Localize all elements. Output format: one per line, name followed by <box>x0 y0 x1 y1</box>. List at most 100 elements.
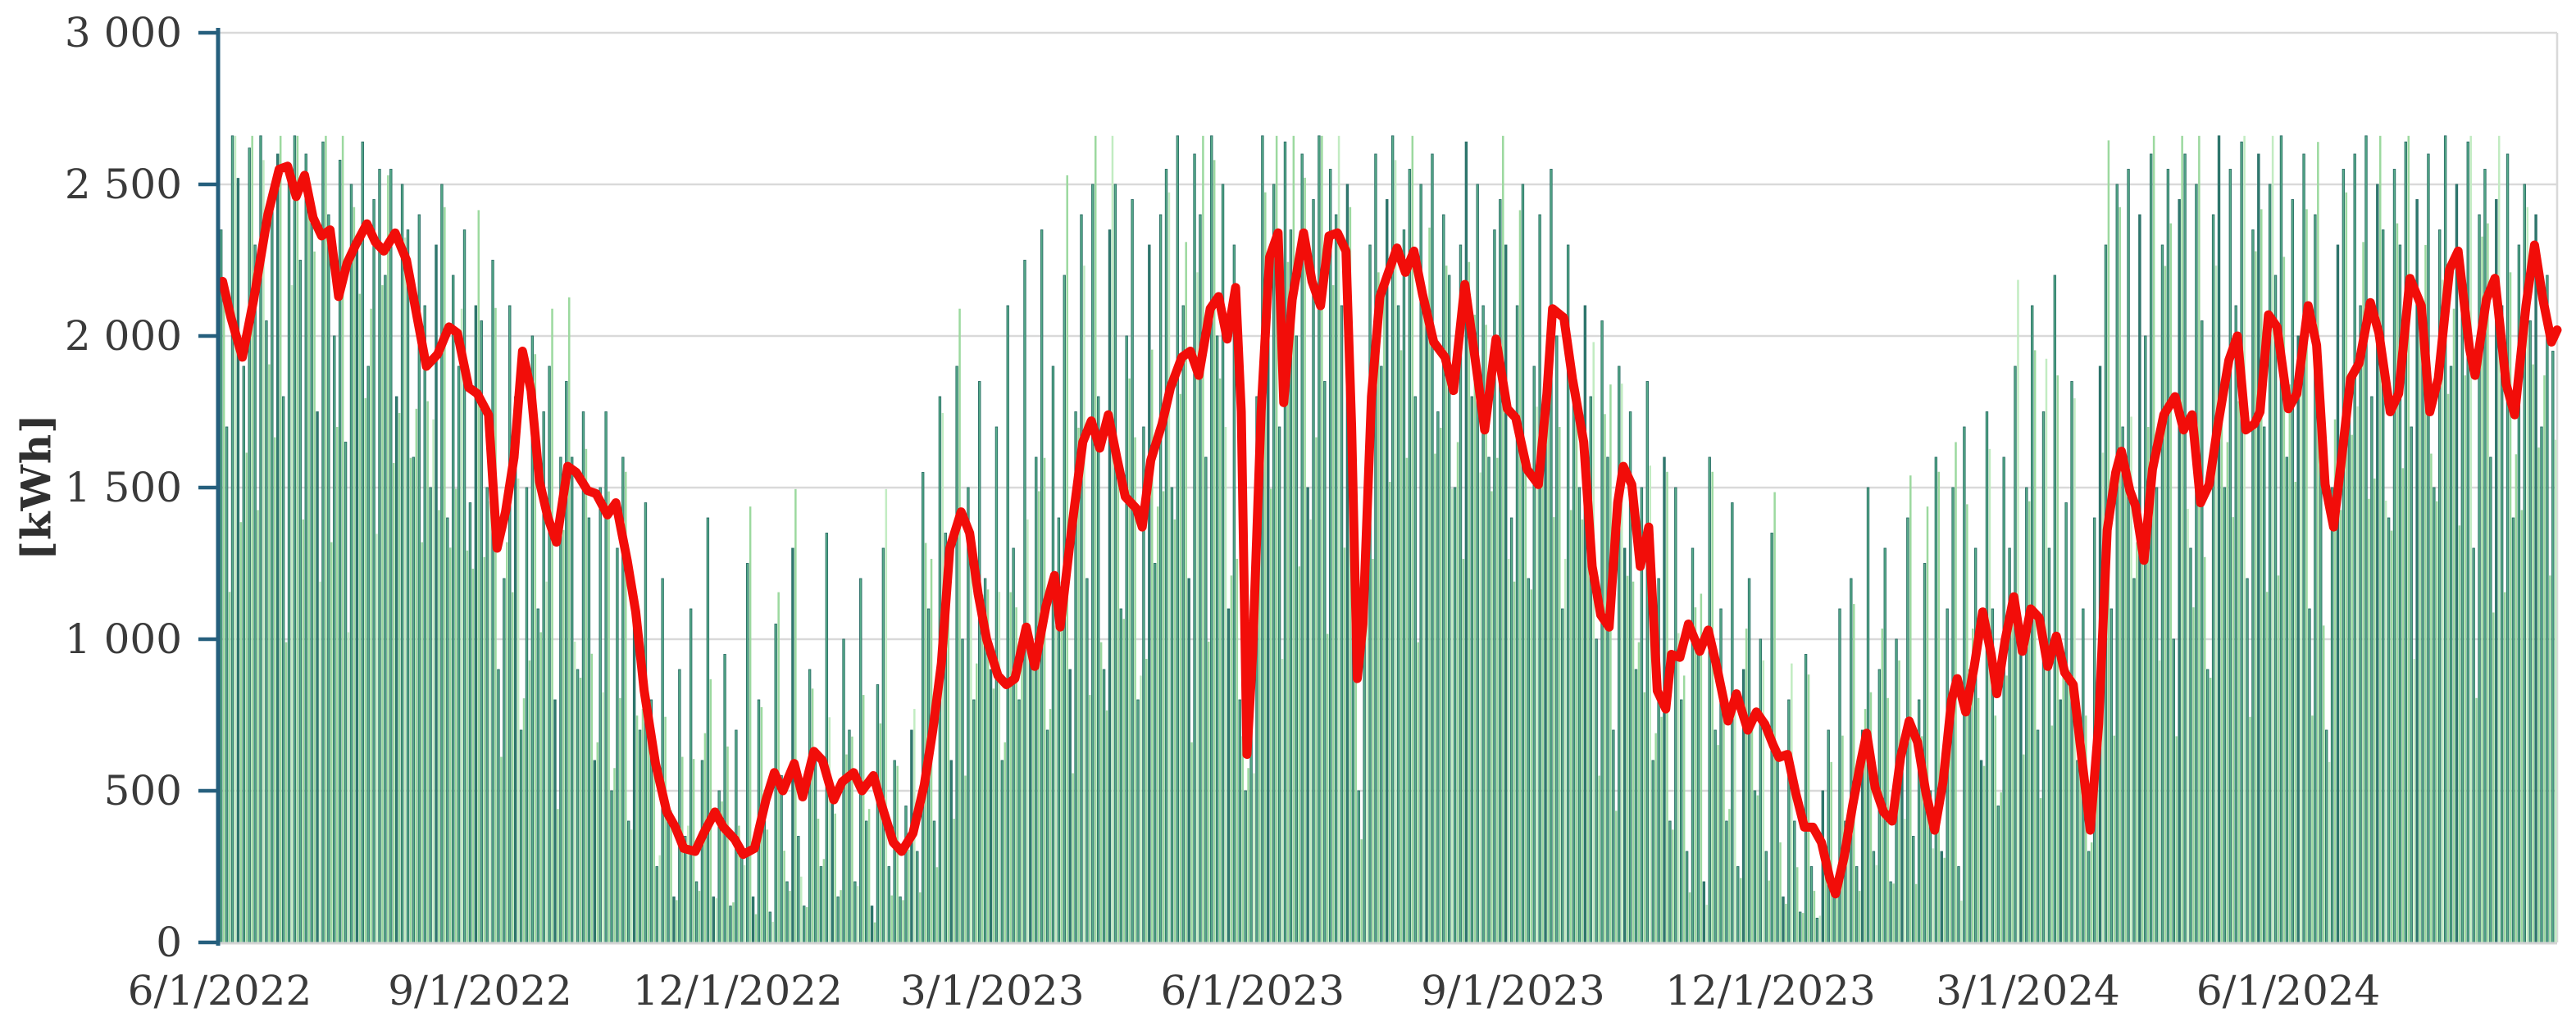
daily-bar <box>2023 754 2025 942</box>
daily-bar <box>438 510 440 942</box>
daily-bar <box>1836 890 1838 942</box>
daily-bar <box>304 153 307 943</box>
daily-bar <box>1224 427 1227 942</box>
daily-bar <box>2410 426 2413 943</box>
daily-bar <box>2234 305 2237 943</box>
daily-bar <box>372 199 375 943</box>
daily-bar <box>964 775 967 942</box>
daily-bar <box>2359 305 2362 943</box>
daily-bar <box>2019 638 2023 943</box>
daily-bar <box>1218 378 1222 942</box>
daily-bar <box>1756 795 1759 942</box>
daily-bar <box>1154 563 1157 943</box>
daily-bar <box>1473 315 1476 943</box>
daily-bar <box>2260 209 2263 943</box>
daily-bar <box>700 760 704 943</box>
x-tick-label: 12/1/2022 <box>632 967 842 1015</box>
daily-bar <box>2059 699 2062 943</box>
daily-bar <box>1202 135 1204 943</box>
daily-bar <box>867 809 871 942</box>
daily-bar <box>1312 199 1315 943</box>
daily-bar <box>302 519 305 942</box>
daily-bar <box>2291 199 2294 943</box>
daily-bar <box>658 855 661 942</box>
daily-bar <box>1717 745 1719 942</box>
daily-bar <box>1117 472 1120 942</box>
daily-bar <box>1785 903 1787 942</box>
daily-bar <box>1937 471 1941 942</box>
daily-bar <box>2068 670 2070 942</box>
daily-bar <box>771 921 775 942</box>
daily-bar <box>2232 517 2235 942</box>
daily-bar <box>932 820 936 943</box>
daily-bar <box>1881 629 1884 942</box>
daily-bar <box>1170 487 1174 943</box>
daily-bar <box>721 801 723 942</box>
daily-bar <box>2201 320 2204 943</box>
daily-bar <box>1595 638 1598 943</box>
daily-bar <box>2322 625 2325 942</box>
daily-bar <box>986 589 990 942</box>
daily-bar <box>994 426 999 943</box>
daily-bar <box>333 335 336 943</box>
daily-bar <box>1049 709 1052 942</box>
daily-bar <box>762 820 767 943</box>
daily-bar <box>1190 742 1193 942</box>
daily-bar <box>2296 335 2300 943</box>
daily-bar <box>489 501 491 942</box>
daily-bar <box>1643 692 1646 942</box>
daily-bar <box>2532 364 2534 943</box>
daily-bar <box>366 365 370 943</box>
daily-bar <box>1372 558 1374 942</box>
daily-bar <box>2189 547 2192 943</box>
daily-bar <box>1904 819 1906 942</box>
daily-bar <box>989 669 993 943</box>
daily-bar <box>349 184 353 943</box>
daily-bar <box>251 135 253 943</box>
daily-bar <box>1538 214 1541 943</box>
daily-bar <box>1485 325 1487 942</box>
daily-bar <box>1321 135 1323 943</box>
daily-bar <box>1592 342 1595 942</box>
daily-bar <box>1914 883 1918 942</box>
daily-bar <box>2070 381 2073 943</box>
daily-bar <box>587 517 591 943</box>
daily-bar <box>1872 851 1876 943</box>
daily-bar <box>253 244 257 943</box>
daily-bar <box>738 825 740 942</box>
daily-bar <box>1136 699 1140 943</box>
daily-bar <box>2370 396 2373 943</box>
daily-bar <box>2469 135 2472 943</box>
daily-bar <box>1113 184 1117 943</box>
daily-bar <box>2537 447 2540 942</box>
daily-bar <box>1680 699 1683 943</box>
daily-bar <box>2169 223 2173 942</box>
daily-bar <box>517 478 520 942</box>
daily-bar <box>981 594 984 942</box>
daily-bar <box>853 881 857 943</box>
daily-bar <box>949 760 953 943</box>
daily-bar <box>726 746 729 942</box>
daily-bar <box>1747 578 1751 943</box>
daily-bar <box>1977 697 1980 942</box>
daily-bar <box>2039 797 2042 942</box>
daily-bar <box>1085 578 1089 943</box>
daily-bar <box>1544 426 1547 943</box>
daily-bar <box>234 135 237 943</box>
daily-bar <box>2127 169 2130 943</box>
daily-bar <box>1807 674 1810 942</box>
daily-bar <box>1521 184 1525 943</box>
daily-bar <box>947 561 950 942</box>
daily-bar <box>1145 659 1148 942</box>
daily-bar <box>1374 153 1377 943</box>
daily-bar <box>1850 578 1853 943</box>
daily-bar <box>2195 184 2198 943</box>
daily-bar <box>567 297 571 942</box>
daily-bar <box>896 765 899 942</box>
daily-bar <box>1440 427 1442 942</box>
daily-bar <box>468 502 472 943</box>
daily-bar <box>1099 642 1103 942</box>
daily-bar <box>1793 820 1796 943</box>
daily-bar <box>319 581 321 942</box>
y-tick-label: 3 000 <box>65 9 182 57</box>
